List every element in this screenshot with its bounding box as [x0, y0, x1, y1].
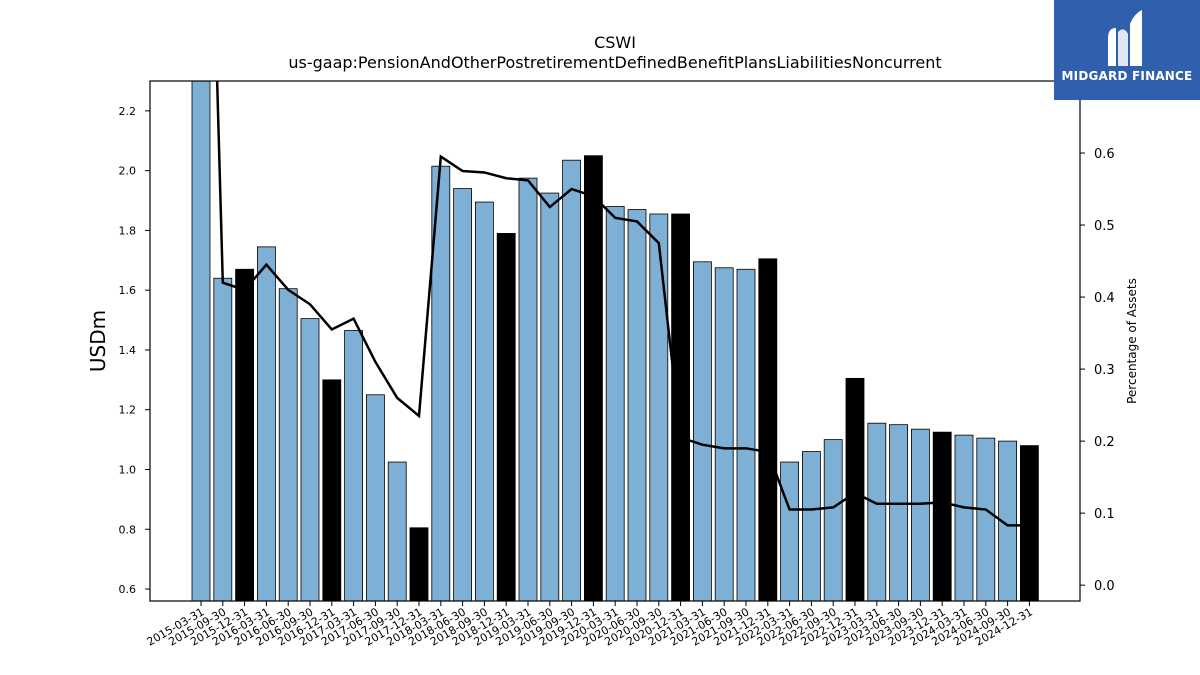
y2-tick-label: 0.1: [1094, 507, 1115, 522]
logo-text: MIDGARD FINANCE: [1061, 69, 1193, 83]
bar: [605, 206, 625, 601]
bar: [365, 394, 385, 601]
bar: [649, 213, 669, 601]
bar: [693, 261, 712, 601]
bar: [671, 213, 690, 601]
bar: [562, 159, 581, 601]
y-tick-label: 0.6: [119, 583, 137, 596]
line-series: [215, 81, 1030, 527]
chart-subtitle: us-gaap:PensionAndOtherPostretirementDef…: [288, 53, 941, 72]
bar: [911, 428, 930, 601]
bar: [780, 461, 799, 601]
y-tick-label: 1.8: [119, 224, 137, 237]
y2-tick-label: 0.5: [1094, 219, 1115, 234]
bar: [256, 246, 276, 601]
chart-title: CSWI: [594, 33, 636, 52]
bar: [932, 431, 952, 601]
bar: [191, 81, 211, 601]
bar: [322, 379, 342, 601]
y2-tick-label: 0.2: [1094, 435, 1115, 450]
bar: [714, 267, 734, 601]
y2-axis-label: Percentage of Assets: [1125, 278, 1139, 404]
bar: [802, 451, 821, 601]
bar: [954, 434, 974, 601]
ticks: 0.6 0.8 1.0 1.2 1.4 1.6 1.8 2.0 2.2 0.0 0.1 0.2 0.3 0…: [119, 105, 1115, 649]
y-tick-label: 0.8: [119, 523, 137, 536]
bar: [627, 209, 647, 601]
bar: [278, 288, 298, 601]
y2-tick-label: 0.4: [1094, 291, 1115, 306]
y-tick-label: 1.4: [119, 344, 137, 357]
bar: [823, 439, 843, 601]
bar: [387, 461, 407, 601]
y-tick-label: 2.0: [119, 165, 137, 178]
bar: [845, 377, 865, 601]
y-tick-label: 2.2: [119, 105, 137, 118]
logo-mark-icon: [1108, 10, 1142, 66]
bar: [889, 424, 908, 601]
plot-area: [149, 80, 1081, 602]
bar: [213, 277, 233, 601]
bar: [300, 318, 320, 601]
bar: [496, 233, 516, 601]
bar: [518, 177, 538, 601]
y2-tick-label: 0.0: [1094, 579, 1115, 594]
brand-logo: MIDGARD FINANCE: [1054, 0, 1200, 100]
bar: [235, 268, 255, 601]
bar: [540, 192, 560, 601]
bar: [409, 527, 429, 601]
bar: [867, 422, 887, 601]
bar: [584, 155, 603, 601]
y-tick-label: 1.6: [119, 284, 137, 297]
bar: [1020, 445, 1039, 601]
bar: [453, 188, 473, 601]
y-tick-label: 1.2: [119, 404, 137, 417]
bar: [976, 437, 996, 601]
y2-tick-label: 0.3: [1094, 363, 1115, 378]
y-tick-label: 1.0: [119, 464, 137, 477]
series-group: [191, 81, 1039, 601]
bar: [474, 201, 494, 601]
y2-tick-label: 0.6: [1094, 147, 1115, 162]
bar: [736, 268, 756, 601]
bar: [758, 258, 778, 601]
y-axis-label: USDm: [86, 310, 110, 372]
bar: [344, 330, 364, 601]
